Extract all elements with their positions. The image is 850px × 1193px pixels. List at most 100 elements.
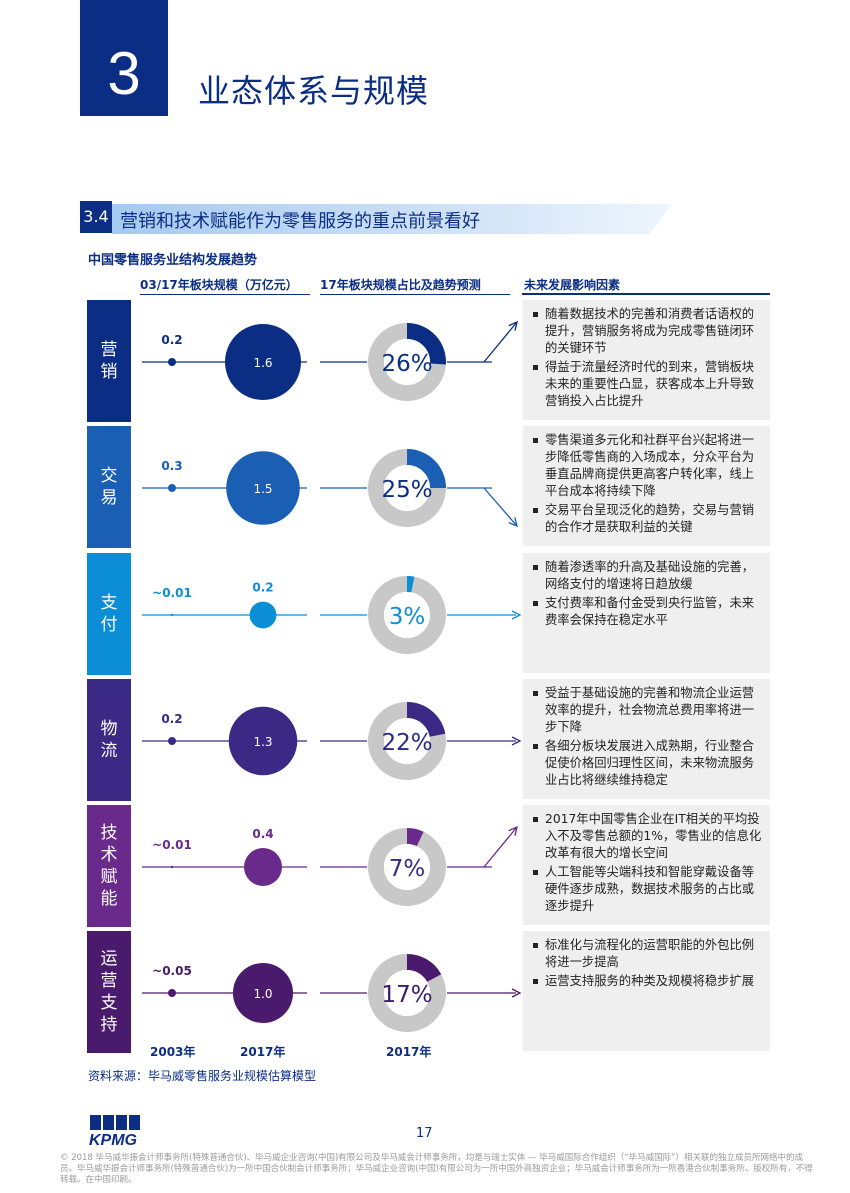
header-rule-share <box>320 294 510 295</box>
value-2017-circle <box>244 848 282 886</box>
value-2003-label: 0.2 <box>161 712 182 726</box>
share-ring-arc <box>406 449 446 489</box>
chapter-number: 3 <box>80 0 168 116</box>
year-label-2003: 2003年 <box>150 1045 196 1059</box>
value-2017-circle <box>228 706 298 776</box>
value-2003-dot <box>168 484 176 492</box>
segment-label: 支付 <box>87 553 131 675</box>
segment-row: 交易 0.3 1.5 25% 零售渠道多元化和社群平台兴起将进一步降低零售商的入场成本，… <box>80 426 770 548</box>
section-title: 营销和技术赋能作为零售服务的重点前景看好 <box>120 211 480 232</box>
value-2017-label: 1.3 <box>253 735 272 749</box>
value-2003-label: ~0.01 <box>152 586 192 600</box>
share-ring-arc <box>406 323 446 365</box>
segment-label: 交易 <box>87 426 131 548</box>
value-2003-dot <box>168 737 176 745</box>
factor-bullet: 零售渠道多元化和社群平台兴起将进一步降低零售商的入场成本，分众平台为垂直品牌商提… <box>531 432 762 500</box>
segment-chart: ~0.05 1.0 17% <box>142 953 522 1033</box>
segment-chart: 0.2 1.3 22% <box>142 701 522 781</box>
segment-label: 运营支持 <box>87 931 131 1053</box>
segment-chart: 0.3 1.5 25% <box>142 448 518 528</box>
factor-bullet: 各细分板块发展进入成熟期，行业整合促使价格回归理性区间，未来物流服务业占比将继续… <box>531 738 762 789</box>
share-percent-label: 22% <box>381 730 432 756</box>
ring-center <box>384 339 430 385</box>
factor-bullet: 得益于流量经济时代的到来，营销板块未来的重要性凸显，获客成本上升导致营销投入占比… <box>531 359 762 410</box>
trend-arrow-line <box>483 321 518 363</box>
trend-arrow-head <box>508 825 518 836</box>
factor-bullet: 标准化与流程化的运营职能的外包比例将进一步提高 <box>531 937 762 971</box>
factor-bullet: 2017年中国零售企业在IT相关的平均投入不及零售总额的1%，零售业的信息化改革… <box>531 811 762 862</box>
value-2017-label: 1.6 <box>253 356 272 370</box>
segment-chart: 0.2 1.6 26% <box>142 320 518 402</box>
factor-bullet: 受益于基础设施的完善和物流企业运营效率的提升，社会物流总费用率将进一步下降 <box>531 685 762 736</box>
trend-arrow-head <box>511 988 522 998</box>
segment-row: 运营支持 ~0.05 1.0 17% 标准化与流程化的运营职能的外包比例将进一步提高运营… <box>80 931 770 1053</box>
segment-chart: ~0.01 0.2 3% <box>142 575 522 655</box>
ring-center <box>384 592 430 638</box>
value-2017-circle <box>226 451 300 525</box>
share-percent-label: 26% <box>381 351 432 377</box>
segment-label-text: 物流 <box>100 719 118 761</box>
share-ring-arc <box>406 576 415 593</box>
value-2003-dot <box>168 989 176 997</box>
value-2017-label: 1.0 <box>253 987 272 1001</box>
factor-bullet: 随着数据技术的完善和消费者话语权的提升，营销服务将成为完成零售链闭环的关键环节 <box>531 306 762 357</box>
column-header-factors: 未来发展影响因素 <box>524 278 621 292</box>
value-2003-label: ~0.01 <box>152 838 192 852</box>
column-header-scale: 03/17年板块规模（万亿元） <box>140 278 298 292</box>
value-2017-label: 0.4 <box>252 827 273 841</box>
segment-label-text: 支付 <box>100 593 118 635</box>
kpmg-logo: KPMG <box>88 1113 146 1149</box>
segment-label-text: 技术赋能 <box>100 823 118 909</box>
share-ring-arc <box>406 702 446 738</box>
ring-center <box>384 718 430 764</box>
trend-arrow-head <box>508 320 518 331</box>
factor-panel: 随着数据技术的完善和消费者话语权的提升，营销服务将成为完成零售链闭环的关键环节得… <box>523 300 770 420</box>
factor-bullet: 人工智能等尖端科技和智能穿戴设备等硬件逐步成熟，数据技术服务的占比或逐步提升 <box>531 864 762 915</box>
section-number: 3.4 <box>80 201 112 233</box>
share-percent-label: 17% <box>381 982 432 1008</box>
section-band <box>112 204 672 234</box>
trend-arrow-head <box>511 610 522 620</box>
trend-arrow-head <box>511 736 522 746</box>
factor-bullet: 运营支持服务的种类及规模将稳步扩展 <box>531 973 762 990</box>
value-2017-circle <box>225 324 301 400</box>
segment-row: 营销 0.2 1.6 26% 随着数据技术的完善和消费者话语权的提升，营销服务将成为完成… <box>80 300 770 422</box>
value-2017-label: 1.5 <box>253 482 272 496</box>
value-2017-label: 0.2 <box>252 581 273 595</box>
factor-panel: 标准化与流程化的运营职能的外包比例将进一步提高运营支持服务的种类及规模将稳步扩展 <box>523 931 770 1051</box>
segment-chart: ~0.01 0.4 7% <box>142 825 518 907</box>
value-2003-label: ~0.05 <box>152 964 192 978</box>
ring-center <box>384 844 430 890</box>
segment-row: 技术赋能 ~0.01 0.4 7% 2017年中国零售企业在IT相关的平均投入不及零售总… <box>80 805 770 927</box>
segment-label-text: 运营支持 <box>100 949 118 1035</box>
share-ring-arc <box>406 954 442 983</box>
kpmg-logo-text: KPMG <box>89 1132 137 1147</box>
segment-label: 营销 <box>87 300 131 422</box>
factor-bullet: 随着渗透率的升高及基础设施的完善，网络支付的增速将日趋放缓 <box>531 559 762 593</box>
legal-notice: © 2018 毕马威华振会计师事务所(特殊普通合伙)、毕马威企业咨询(中国)有限… <box>60 1153 813 1185</box>
trend-arrow-head <box>508 517 518 528</box>
value-2003-dot <box>170 613 174 617</box>
source-note: 资料来源：毕马威零售服务业规模估算模型 <box>88 1069 317 1083</box>
segment-label-text: 营销 <box>100 340 118 382</box>
ring-center <box>384 465 430 511</box>
segment-label: 物流 <box>87 679 131 801</box>
value-2017-circle <box>249 601 277 629</box>
chapter-title: 业态体系与规模 <box>198 72 430 110</box>
factor-bullet: 支付费率和备付金受到央行监管，未来费率会保持在稳定水平 <box>531 595 762 629</box>
factor-panel: 受益于基础设施的完善和物流企业运营效率的提升，社会物流总费用率将进一步下降 各细分… <box>523 679 770 799</box>
value-2003-dot <box>168 358 176 366</box>
value-2003-dot <box>170 865 174 869</box>
share-percent-label: 7% <box>389 856 426 882</box>
segment-row: 支付 ~0.01 0.2 3% 随着渗透率的升高及基础设施的完善，网络支付的增速将日趋放… <box>80 553 770 675</box>
figure-subtitle: 中国零售服务业结构发展趋势 <box>88 253 258 268</box>
share-percent-label: 25% <box>381 477 432 503</box>
value-2017-circle <box>232 962 294 1024</box>
ring-center <box>384 970 430 1016</box>
factor-bullet: 交易平台呈现泛化的趋势，交易与营销的合作才是获取利益的关键 <box>531 502 762 536</box>
factor-panel: 随着渗透率的升高及基础设施的完善，网络支付的增速将日趋放缓 支付费率和备付金受到央… <box>523 553 770 673</box>
segment-row: 物流 0.2 1.3 22% 受益于基础设施的完善和物流企业运营效率的提升，社会物流总费… <box>80 679 770 801</box>
trend-arrow-line <box>483 487 518 527</box>
page-number: 17 <box>416 1126 433 1141</box>
segment-label-text: 交易 <box>100 466 118 508</box>
